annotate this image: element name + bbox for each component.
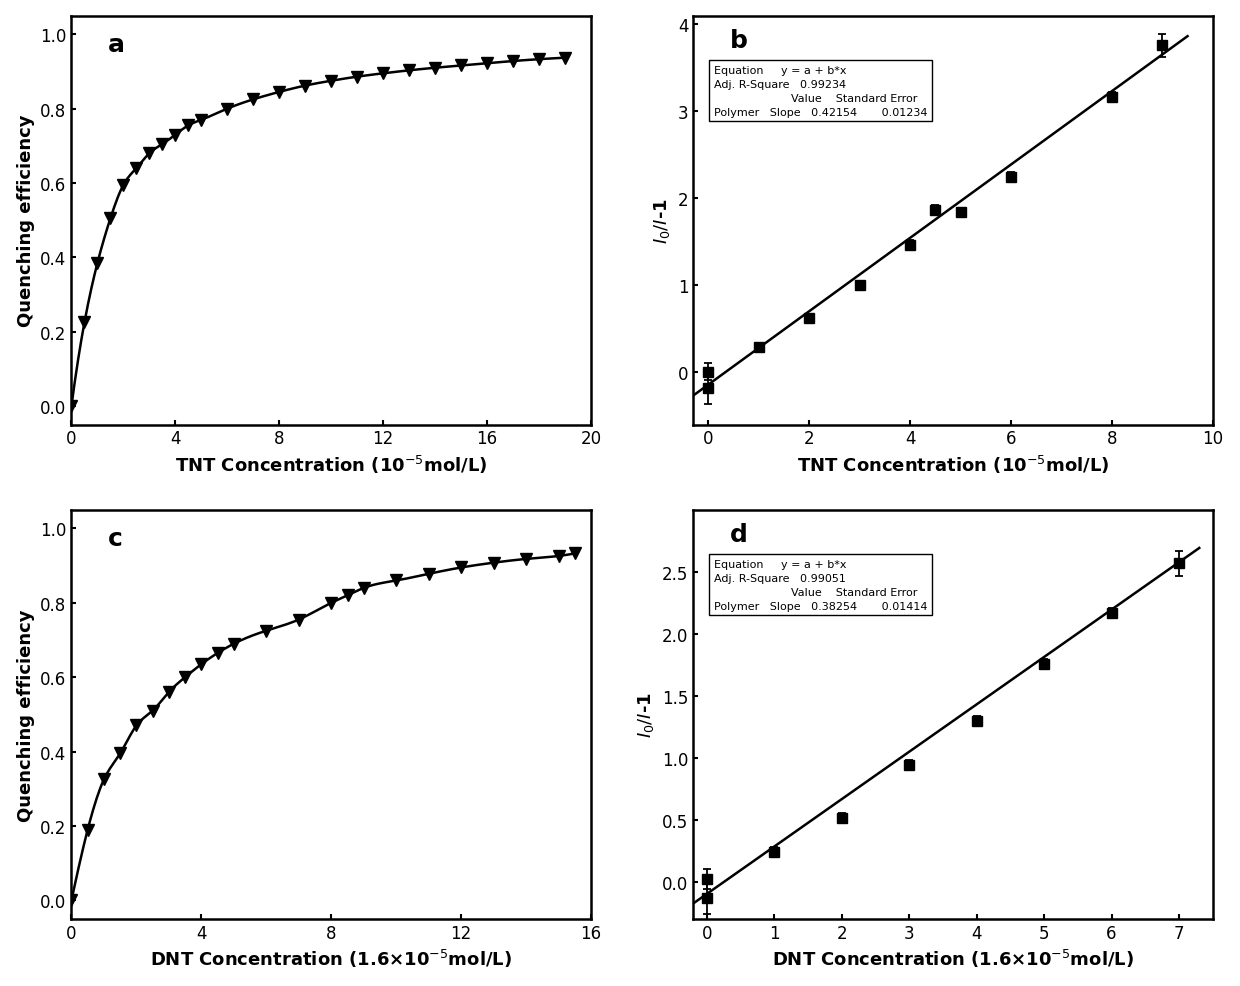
X-axis label: DNT Concentration (1.6×10$^{-5}$mol/L): DNT Concentration (1.6×10$^{-5}$mol/L) bbox=[150, 948, 512, 969]
Text: a: a bbox=[108, 33, 125, 57]
Text: Equation     y = a + b*x
Adj. R-Square   0.99051
                      Value    : Equation y = a + b*x Adj. R-Square 0.990… bbox=[714, 559, 928, 611]
Y-axis label: Quenching efficiency: Quenching efficiency bbox=[16, 608, 35, 820]
X-axis label: TNT Concentration (10$^{-5}$mol/L): TNT Concentration (10$^{-5}$mol/L) bbox=[797, 454, 1109, 475]
X-axis label: DNT Concentration (1.6×10$^{-5}$mol/L): DNT Concentration (1.6×10$^{-5}$mol/L) bbox=[773, 948, 1135, 969]
Y-axis label: $\mathit{I}_0/\mathit{I}$-1: $\mathit{I}_0/\mathit{I}$-1 bbox=[652, 198, 672, 244]
Text: d: d bbox=[729, 523, 748, 546]
Text: b: b bbox=[729, 29, 748, 53]
Y-axis label: $\mathit{I}_0/\mathit{I}$-1: $\mathit{I}_0/\mathit{I}$-1 bbox=[636, 691, 656, 738]
Text: c: c bbox=[108, 527, 123, 550]
Y-axis label: Quenching efficiency: Quenching efficiency bbox=[16, 114, 35, 327]
X-axis label: TNT Concentration (10$^{-5}$mol/L): TNT Concentration (10$^{-5}$mol/L) bbox=[175, 454, 487, 475]
Text: Equation     y = a + b*x
Adj. R-Square   0.99234
                      Value    : Equation y = a + b*x Adj. R-Square 0.992… bbox=[714, 66, 928, 117]
